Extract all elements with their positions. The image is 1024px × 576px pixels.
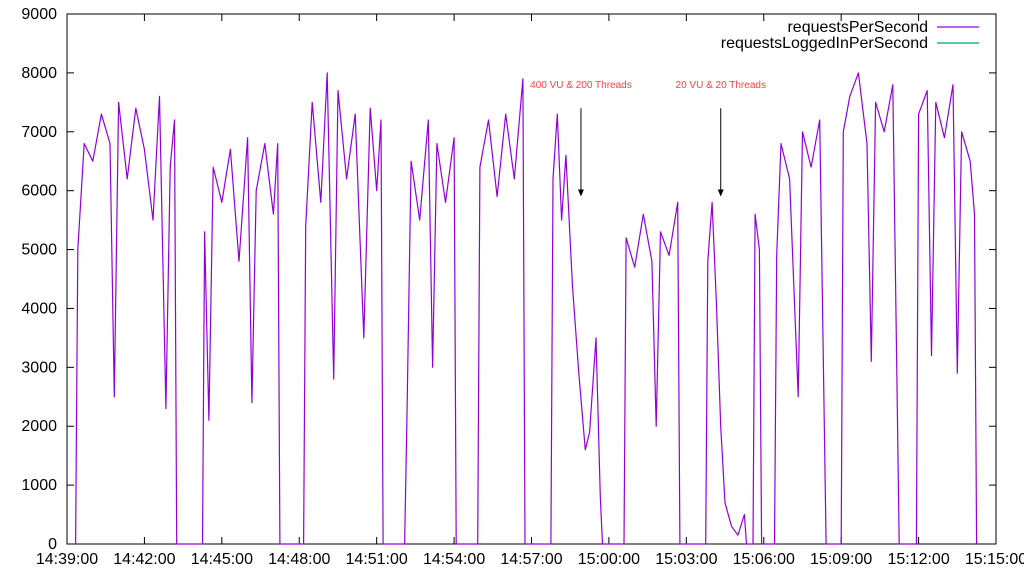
y-tick-label: 5000: [21, 242, 57, 259]
y-tick-label: 7000: [21, 124, 57, 141]
annotation-label: 20 VU & 20 Threads: [676, 80, 766, 91]
series-line-requestsPerSecond: [75, 72, 978, 545]
y-tick-label: 6000: [21, 183, 57, 200]
y-tick-label: 3000: [21, 359, 57, 376]
annotation-arrow-head: [577, 189, 584, 197]
x-tick-label: 14:45:00: [191, 551, 253, 568]
x-tick-label: 14:39:00: [36, 551, 98, 568]
plot-border: [66, 13, 997, 545]
y-tick-label: 0: [48, 536, 57, 553]
x-axis: 14:39:00 14:42:00 14:45:00 14:48:00 14:51:00…: [36, 14, 1024, 568]
x-tick-label: 15:12:00: [887, 551, 949, 568]
annotations: 400 VU & 200 Threads 20 VU & 20 Threads: [530, 80, 766, 197]
x-tick-label: 15:09:00: [810, 551, 872, 568]
y-tick-label: 4000: [21, 300, 57, 317]
x-tick-label: 14:51:00: [346, 551, 408, 568]
x-tick-label: 14:54:00: [423, 551, 485, 568]
y-tick-label: 9000: [21, 6, 57, 23]
y-tick-label: 8000: [21, 65, 57, 82]
x-tick-label: 14:42:00: [113, 551, 175, 568]
x-tick-label: 15:06:00: [733, 551, 795, 568]
x-tick-label: 15:00:00: [578, 551, 640, 568]
legend: requestsPerSecondrequestsLoggedInPerSeco…: [721, 19, 979, 52]
legend-label: requestsLoggedInPerSecond: [721, 35, 928, 52]
y-tick-label: 2000: [21, 418, 57, 435]
series-layer: [75, 72, 978, 545]
plot-frame: [66, 13, 997, 545]
y-tick-label: 1000: [21, 477, 57, 494]
legend-label: requestsPerSecond: [787, 19, 928, 36]
x-tick-label: 15:15:00: [965, 551, 1024, 568]
annotation-label: 400 VU & 200 Threads: [530, 80, 632, 91]
x-tick-label: 14:48:00: [268, 551, 330, 568]
y-axis: 0 1000 2000 3000 4000 5000 6000 7000 8000 9000: [21, 6, 996, 553]
x-tick-label: 14:57:00: [500, 551, 562, 568]
annotation-arrow-head: [717, 189, 724, 197]
x-tick-label: 15:03:00: [655, 551, 717, 568]
